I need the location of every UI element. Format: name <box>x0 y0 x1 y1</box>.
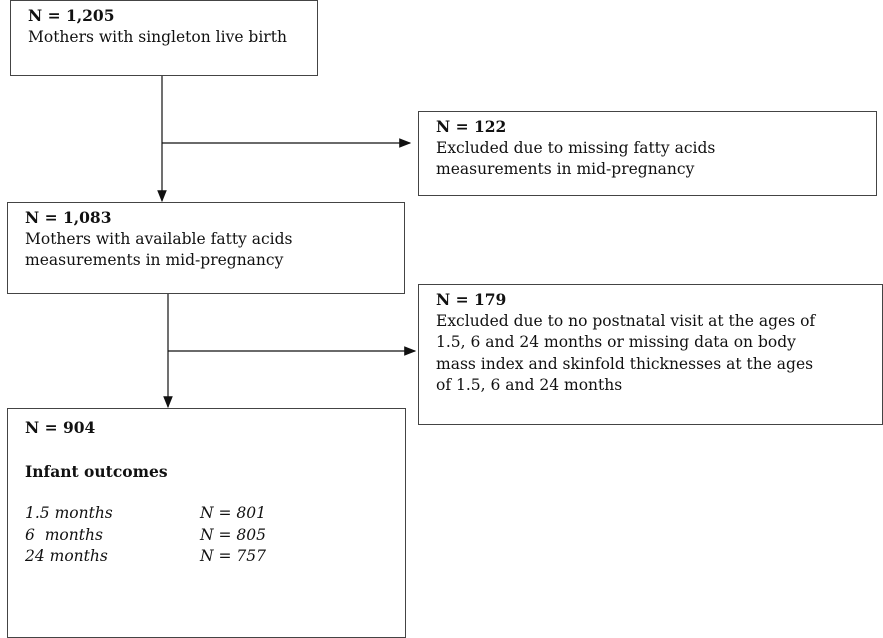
count: N = 805 <box>200 525 266 544</box>
node-title: N = 122 <box>436 117 507 136</box>
node-text: Excluded due to no postnatal visit at th… <box>436 311 816 330</box>
count: N = 757 <box>200 547 266 565</box>
node: N = 122 Excluded due to missing fatty ac… <box>418 111 877 196</box>
outcome-row: 24 months N = 757 <box>25 546 405 568</box>
node-text: Mothers with available fatty acids <box>25 229 293 248</box>
node-title: N = 179 <box>436 290 507 309</box>
node-text: Mothers with singleton live birth <box>28 27 287 46</box>
age: 1.5 months <box>25 504 113 522</box>
age: 6 months <box>25 525 103 544</box>
node-text: of 1.5, 6 and 24 months <box>436 376 623 394</box>
node-subtitle: Infant outcomes <box>25 461 168 481</box>
node: N = 904 Infant outcomes 1.5 months N = 80… <box>7 408 406 638</box>
node-title: N = 1,205 <box>28 6 115 25</box>
node-text: Excluded due to missing fatty acids <box>436 138 716 157</box>
node-text: measurements in mid-pregnancy <box>436 160 695 178</box>
age: 24 months <box>25 547 108 565</box>
node: N = 179 Excluded due to no postnatal vis… <box>418 284 883 425</box>
node: N = 1,205 Mothers with singleton live bi… <box>10 0 318 76</box>
node-text: mass index and skinfold thicknesses at t… <box>436 354 814 373</box>
node-text: 1.5, 6 and 24 months or missing data on … <box>436 333 796 351</box>
outcome-row: 6 months N = 805 <box>25 525 405 547</box>
count: N = 801 <box>200 504 266 522</box>
node-title: N = 904 <box>25 418 96 437</box>
node: N = 1,083 Mothers with available fatty a… <box>7 202 405 294</box>
outcome-row: 1.5 months N = 801 <box>25 503 405 525</box>
outcome-list: 1.5 months N = 801 6 months N = 805 24 mon… <box>25 503 405 568</box>
node-text: measurements in mid-pregnancy <box>25 251 284 269</box>
node-title: N = 1,083 <box>25 208 112 227</box>
